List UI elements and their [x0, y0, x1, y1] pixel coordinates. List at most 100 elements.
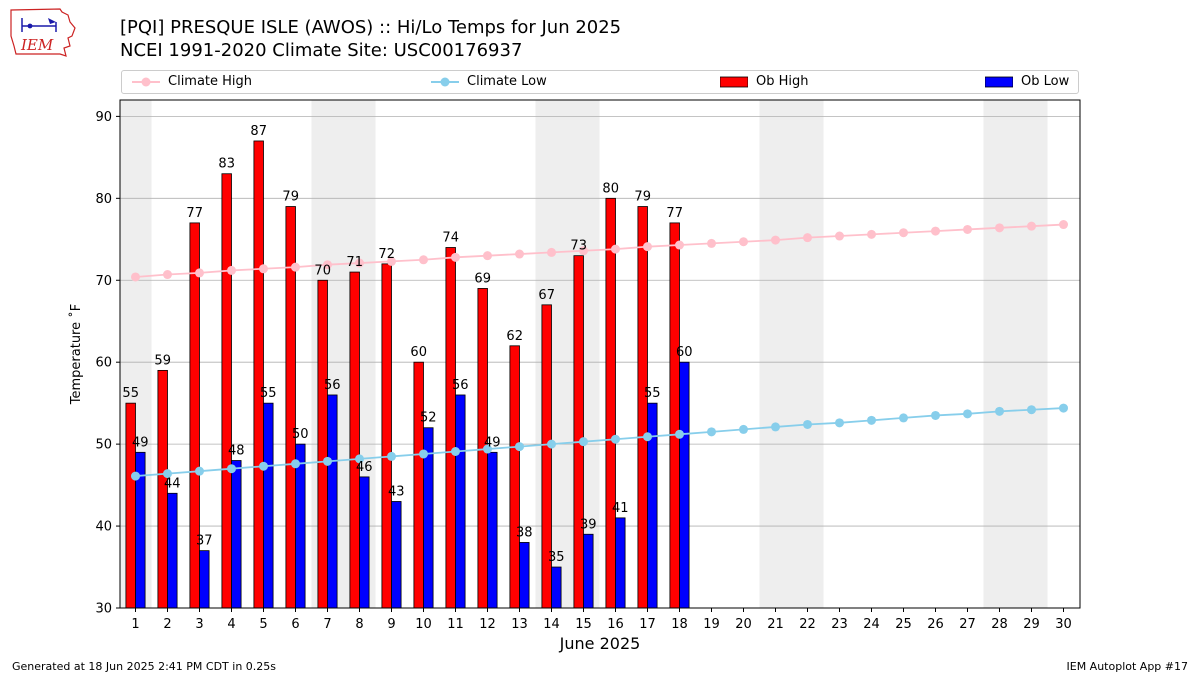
climate-low-point [899, 413, 908, 423]
x-tick-label: 17 [639, 617, 656, 632]
legend-label-climate-high: Climate High [168, 74, 253, 89]
x-tick-label: 24 [863, 617, 880, 632]
climate-low-point [355, 454, 364, 464]
ob-low-bar [487, 451, 498, 609]
x-tick-label: 1 [131, 617, 139, 632]
climate-low-point [803, 419, 812, 429]
ob-low-value-label: 46 [356, 460, 373, 475]
climate-high-point [419, 255, 428, 265]
climate-high-point [515, 249, 524, 259]
ob-high-value-label: 71 [346, 255, 363, 270]
climate-high-swatch [132, 77, 160, 86]
climate-high-point [867, 229, 876, 239]
ob-high-bar [253, 140, 264, 609]
climate-low-point [771, 422, 780, 432]
ob-low-value-label: 35 [548, 550, 565, 565]
ob-low-value-label: 56 [324, 378, 341, 393]
climate-high-point [131, 272, 140, 282]
weekend-band [759, 100, 824, 608]
ob-low-bar [263, 402, 274, 609]
climate-high-point [963, 224, 972, 234]
climate-low-point [867, 415, 876, 425]
ob-high-value-label: 73 [570, 239, 587, 254]
footer-generated-text: Generated at 18 Jun 2025 2:41 PM CDT in … [12, 660, 277, 673]
climate-low-point [931, 410, 940, 420]
ob-high-bar [413, 361, 424, 609]
x-tick-label: 13 [511, 617, 528, 632]
legend-label-ob-low: Ob Low [1021, 74, 1070, 89]
ob-low-value-label: 41 [612, 501, 629, 516]
y-tick-label: 80 [95, 192, 112, 207]
climate-low-point [195, 466, 204, 476]
climate-high-point [547, 247, 556, 257]
climate-high-point [771, 235, 780, 245]
ob-low-value-label: 55 [644, 386, 661, 401]
legend-label-climate-low: Climate Low [467, 74, 547, 89]
y-tick-label: 50 [95, 438, 112, 453]
ob-high-bar [637, 206, 648, 609]
y-tick-label: 60 [95, 356, 112, 371]
gridlines [120, 115, 1080, 527]
chart-subtitle: NCEI 1991-2020 Climate Site: USC00176937 [120, 40, 523, 61]
climate-high-point [611, 244, 620, 254]
ob-high-value-label: 59 [154, 353, 171, 368]
climate-low-point [835, 418, 844, 428]
climate-low-point [611, 434, 620, 444]
x-tick-label: 4 [227, 617, 235, 632]
y-axis-label: Temperature ˚F [68, 304, 84, 405]
x-tick-label: 14 [543, 617, 560, 632]
ob-low-value-label: 48 [228, 444, 245, 459]
x-tick-label: 27 [959, 617, 976, 632]
ob-high-bar [605, 197, 616, 609]
ob-low-bar [455, 394, 466, 609]
x-tick-label: 25 [895, 617, 912, 632]
climate-low-point [675, 429, 684, 439]
x-tick-label: 8 [355, 617, 363, 632]
ob-low-value-label: 50 [292, 427, 309, 442]
iem-logo: IEM [8, 6, 80, 58]
x-tick-label: 28 [991, 617, 1008, 632]
climate-high-point [227, 265, 236, 275]
ob-low-bar [615, 517, 626, 609]
climate-high-point [163, 270, 172, 280]
x-tick-label: 30 [1055, 617, 1072, 632]
iowa-state-outline-logo: IEM [10, 8, 76, 57]
ob-low-bar [519, 542, 530, 609]
climate-low-point [227, 464, 236, 474]
ob-low-value-label: 39 [580, 517, 597, 532]
ob-high-value-label: 69 [474, 271, 491, 286]
climate-high-point [675, 240, 684, 250]
x-tick-label: 20 [735, 617, 752, 632]
ob-high-value-label: 72 [378, 247, 395, 262]
x-tick-label: 10 [415, 617, 432, 632]
climate-high-point [931, 226, 940, 236]
x-tick-label: 16 [607, 617, 624, 632]
climate-high-point [323, 260, 332, 270]
ob-high-bar [221, 173, 232, 609]
climate-high-point [259, 264, 268, 274]
ob-low-bar [231, 460, 242, 609]
ob-low-swatch [985, 76, 1013, 87]
ob-high-bar [125, 402, 136, 609]
climate-low-line [135, 407, 1064, 477]
x-tick-label: 9 [387, 617, 395, 632]
climate-low-point [387, 451, 396, 461]
x-tick-label: 3 [195, 617, 203, 632]
legend-item-ob-low: Ob Low [985, 74, 1069, 89]
climate-low-point [259, 461, 268, 471]
climate-high-point [387, 256, 396, 266]
climate-high-point [355, 258, 364, 268]
climate-low-point [995, 406, 1004, 416]
x-tick-label: 6 [291, 617, 299, 632]
ob-high-bar [317, 279, 328, 609]
climate-high-point [1059, 220, 1068, 230]
climate-low-point [1059, 403, 1068, 413]
climate-low-point [579, 437, 588, 447]
ob-low-bar [391, 501, 402, 609]
weekend-band [983, 100, 1048, 608]
x-tick-label: 12 [479, 617, 496, 632]
x-tick-label: 23 [831, 617, 848, 632]
x-tick-label: 5 [259, 617, 267, 632]
